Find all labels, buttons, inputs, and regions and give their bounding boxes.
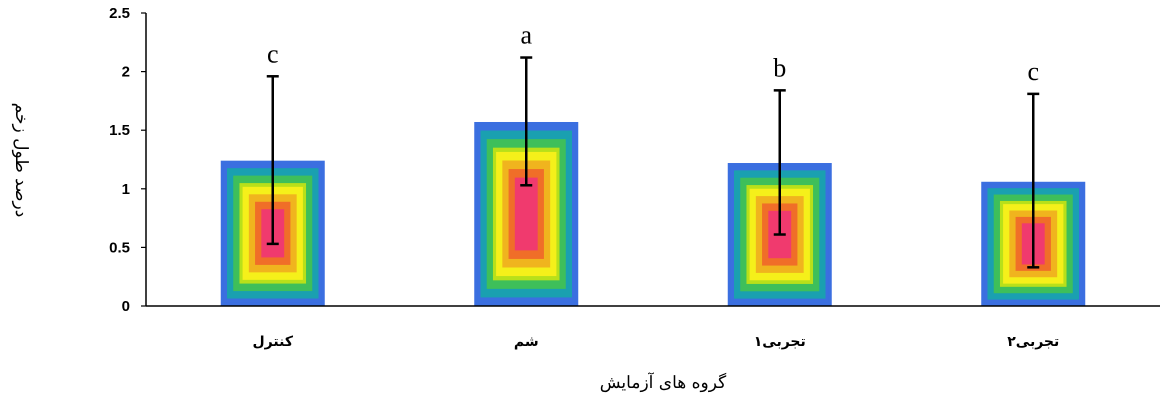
- x-axis-title: گروه های آزمایش: [600, 371, 727, 393]
- category-label: شم: [514, 334, 539, 350]
- y-axis-title: درصد طول زخم: [11, 103, 31, 218]
- category-label: کنترل: [253, 334, 294, 350]
- y-ticks-layer: 0 0.5 1 1.5 2 2.5: [109, 5, 146, 315]
- category-label: تجربی۱: [754, 334, 806, 350]
- significance-letter: b: [773, 53, 786, 82]
- category-labels-layer: کنترل شم تجربی۱ تجربی۲: [253, 334, 1060, 350]
- y-tick-label: 0.5: [109, 239, 130, 256]
- bar-gradient-ring: [514, 177, 538, 251]
- y-tick-label: 1: [122, 181, 130, 198]
- error-bar: [773, 89, 786, 236]
- y-tick-label: 0: [122, 298, 130, 315]
- error-bar: [1027, 92, 1040, 269]
- y-tick-label: 2.5: [109, 5, 130, 22]
- significance-letter: c: [267, 39, 279, 68]
- error-bar: [520, 56, 533, 187]
- error-bars-layer: [266, 56, 1040, 269]
- category-label: تجربی۲: [1007, 334, 1059, 350]
- y-tick-label: 1.5: [109, 122, 130, 139]
- y-tick-label: 2: [122, 64, 130, 81]
- axes-layer: [145, 13, 1160, 307]
- significance-letter: c: [1027, 57, 1039, 86]
- significance-letters-layer: c a b c: [267, 21, 1039, 86]
- error-bar: [266, 75, 279, 246]
- significance-letter: a: [520, 21, 532, 50]
- bars-layer: [220, 121, 1086, 306]
